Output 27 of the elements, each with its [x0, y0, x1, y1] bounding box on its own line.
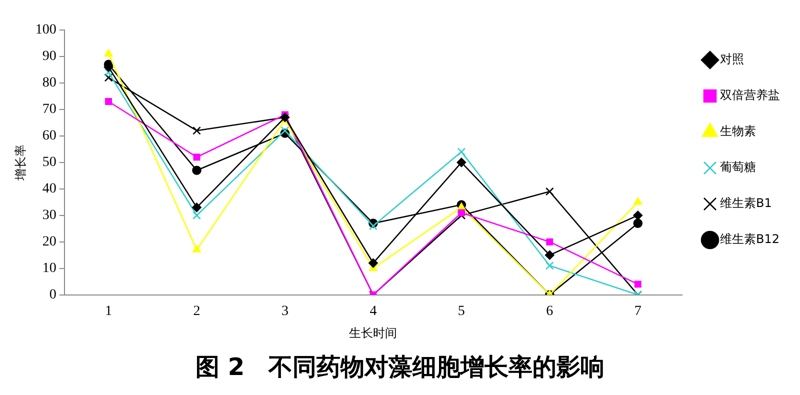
y-tick-label: 90: [42, 49, 56, 64]
y-tick-label: 10: [42, 260, 56, 276]
y-tick-label: 60: [42, 128, 56, 144]
y-tick-label: 50: [42, 155, 56, 170]
y-axis-title: 增长率: [13, 144, 28, 182]
y-tick-label: 80: [42, 76, 56, 91]
legend-label: 生物素: [720, 124, 756, 138]
x-tick-label: 7: [634, 304, 642, 319]
y-tick-label: 40: [42, 182, 56, 197]
x-tick-label: 1: [105, 304, 112, 319]
y-tick-label: 0: [49, 287, 56, 302]
x-tick-label: 6: [546, 304, 554, 319]
legend-label: 维生素B12: [720, 232, 780, 246]
legend-label: 双倍营养盐: [720, 88, 780, 102]
y-tick-label: 100: [35, 22, 56, 38]
y-tick-label: 70: [42, 102, 56, 118]
text: 图 2 不同药物对藻细胞增长率的影响: [194, 352, 606, 383]
x-tick-label: 3: [281, 304, 288, 319]
x-tick-label: 4: [370, 304, 377, 319]
legend-label: 葡萄糖: [720, 160, 756, 174]
legend-label: 维生素B1: [720, 196, 772, 210]
x-axis-title: 生长时间: [349, 326, 398, 340]
y-tick-label: 30: [42, 208, 56, 224]
legend-label: 对照: [720, 52, 744, 66]
x-tick-label: 5: [458, 304, 465, 319]
x-tick-label: 2: [193, 304, 200, 319]
y-tick-label: 20: [42, 234, 56, 250]
